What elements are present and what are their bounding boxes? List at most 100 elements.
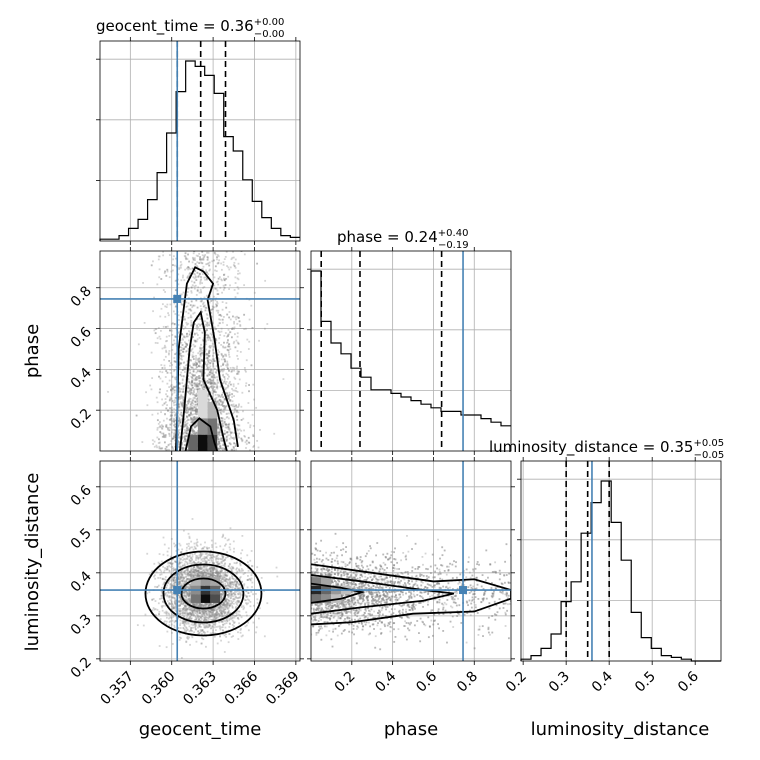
scatter-point	[185, 345, 187, 348]
scatter-point	[198, 262, 201, 264]
scatter-point	[195, 279, 198, 281]
scatter-point	[201, 268, 204, 271]
scatter-point	[179, 362, 182, 365]
scatter-point	[207, 393, 210, 396]
scatter-point	[167, 612, 170, 615]
scatter-point	[206, 394, 209, 397]
scatter-point	[237, 406, 240, 408]
scatter-point	[208, 359, 211, 361]
scatter-point	[203, 558, 206, 560]
scatter-point	[184, 423, 187, 426]
scatter-point	[194, 383, 197, 386]
scatter-point	[172, 606, 175, 609]
scatter-point	[184, 613, 187, 615]
scatter-point	[141, 441, 144, 443]
scatter-point	[186, 422, 189, 425]
scatter-point	[161, 435, 164, 438]
scatter-point	[188, 330, 190, 333]
scatter-point	[205, 339, 207, 342]
scatter-point	[236, 341, 239, 344]
scatter-point	[209, 346, 211, 349]
scatter-point	[190, 418, 193, 421]
scatter-point	[196, 366, 198, 369]
panel-phase-vs-geocent_time: 0.20.40.60.8	[68, 247, 304, 455]
scatter-point	[224, 405, 227, 408]
scatter-point	[170, 389, 172, 392]
scatter-point	[219, 575, 222, 577]
scatter-point	[165, 349, 167, 352]
scatter-point	[215, 305, 218, 308]
scatter-point	[243, 367, 246, 369]
scatter-point	[169, 362, 172, 364]
scatter-point	[224, 599, 227, 602]
scatter-point	[187, 386, 189, 389]
scatter-point	[186, 360, 189, 363]
scatter-point	[210, 381, 213, 384]
scatter-point	[190, 291, 193, 294]
scatter-point	[202, 339, 205, 342]
scatter-point	[245, 611, 248, 614]
scatter-point	[185, 335, 188, 338]
scatter-point	[212, 567, 215, 570]
scatter-point	[173, 584, 175, 587]
scatter-point	[215, 327, 217, 330]
scatter-point	[210, 339, 212, 342]
scatter-point	[204, 617, 207, 620]
scatter-point	[184, 438, 187, 441]
scatter-point	[229, 583, 231, 585]
scatter-point	[190, 359, 192, 361]
scatter-point	[182, 350, 185, 353]
scatter-point	[185, 429, 188, 432]
scatter-point	[223, 590, 225, 593]
scatter-point	[159, 447, 162, 450]
scatter-point	[188, 260, 190, 263]
scatter-point	[209, 572, 211, 575]
scatter-point	[181, 403, 183, 405]
scatter-point	[198, 262, 201, 264]
scatter-point	[181, 448, 184, 451]
scatter-point	[194, 263, 197, 265]
scatter-point	[195, 279, 198, 281]
scatter-point	[228, 399, 231, 402]
scatter-point	[158, 438, 160, 441]
scatter-point	[221, 401, 224, 404]
scatter-point	[213, 381, 216, 384]
scatter-point	[248, 318, 251, 321]
scatter-point	[165, 425, 167, 428]
scatter-point	[227, 343, 230, 346]
scatter-point	[227, 385, 230, 388]
scatter-point	[196, 384, 198, 386]
scatter-point	[164, 413, 166, 416]
scatter-point	[171, 389, 174, 392]
scatter-point	[200, 258, 203, 261]
scatter-point	[187, 426, 190, 429]
scatter-point	[237, 373, 240, 375]
scatter-point	[228, 423, 230, 426]
scatter-point	[178, 582, 181, 585]
scatter-point	[177, 441, 180, 444]
scatter-point	[173, 408, 176, 411]
scatter-point	[164, 346, 167, 349]
scatter-point	[174, 425, 177, 428]
scatter-point	[230, 565, 233, 568]
scatter-point	[182, 348, 185, 350]
scatter-point	[191, 612, 194, 615]
scatter-point	[202, 574, 205, 577]
scatter-point	[185, 423, 188, 425]
scatter-point	[231, 419, 234, 421]
scatter-point	[194, 605, 197, 608]
scatter-point	[192, 362, 195, 365]
scatter-point	[233, 265, 236, 268]
scatter-point	[205, 329, 208, 332]
scatter-point	[197, 334, 199, 336]
scatter-point	[225, 423, 227, 426]
scatter-point	[188, 591, 191, 594]
scatter-point	[222, 401, 225, 404]
scatter-point	[191, 384, 194, 387]
scatter-point	[198, 359, 201, 362]
scatter-point	[200, 308, 203, 310]
scatter-point	[228, 578, 231, 580]
scatter-point	[200, 611, 203, 613]
scatter-point	[211, 574, 214, 577]
scatter-point	[182, 426, 185, 428]
